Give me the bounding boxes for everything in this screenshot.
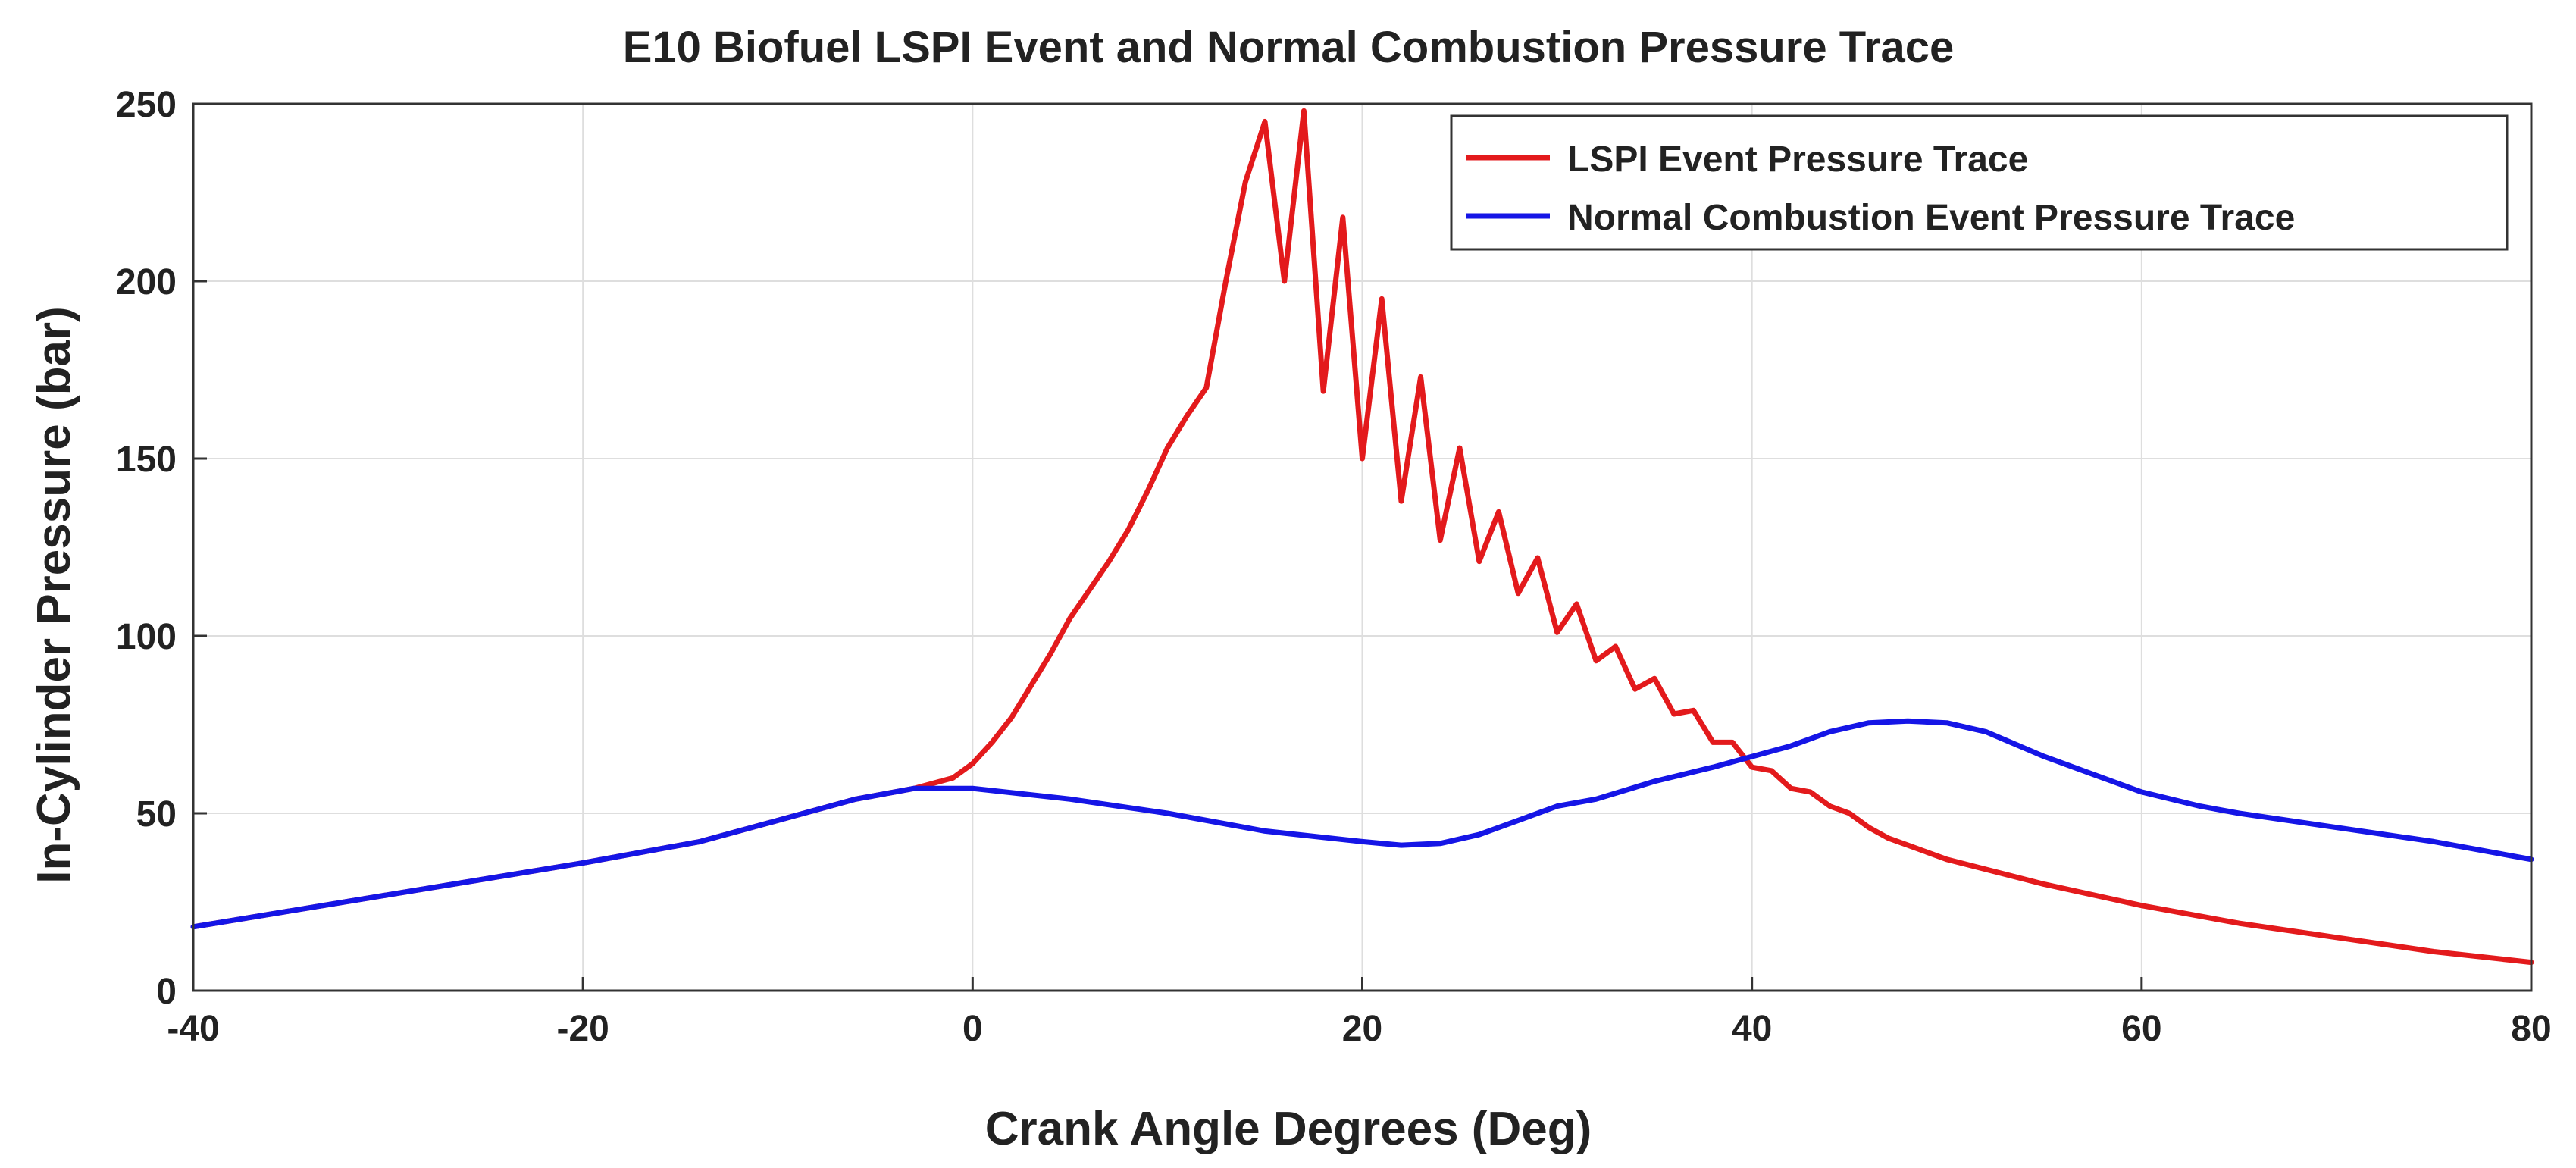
x-tick-label: 0 <box>962 1009 983 1049</box>
x-tick-label: 20 <box>1342 1009 1382 1049</box>
x-axis-ticks: -40 -20 0 20 40 60 80 <box>167 977 2552 1049</box>
x-tick-label: 60 <box>2121 1009 2161 1049</box>
series-layer <box>190 108 2534 966</box>
legend-label-normal: Normal Combustion Event Pressure Trace <box>1567 198 2295 238</box>
y-axis-label: In-Cylinder Pressure (bar) <box>28 306 80 883</box>
legend: LSPI Event Pressure Trace Normal Combust… <box>1450 114 2509 251</box>
x-tick-label: -20 <box>556 1009 609 1049</box>
legend-label-lspi: LSPI Event Pressure Trace <box>1567 139 2028 180</box>
chart-title: E10 Biofuel LSPI Event and Normal Combus… <box>623 23 1955 72</box>
y-tick-label: 50 <box>136 794 177 835</box>
y-tick-label: 100 <box>116 617 177 657</box>
x-axis-label: Crank Angle Degrees (Deg) <box>985 1103 1592 1155</box>
series-line-normal <box>190 718 2534 930</box>
y-tick-label: 200 <box>116 262 177 302</box>
legend-box <box>1450 114 2509 251</box>
x-tick-label: 80 <box>2511 1009 2551 1049</box>
series-line-lspi <box>190 108 2534 966</box>
y-tick-label: 250 <box>116 85 177 125</box>
y-tick-label: 0 <box>156 972 177 1012</box>
y-axis-ticks: 0 50 100 150 200 250 <box>116 85 207 1012</box>
x-tick-label: 40 <box>1732 1009 1772 1049</box>
y-tick-label: 150 <box>116 440 177 480</box>
x-tick-label: -40 <box>167 1009 219 1049</box>
